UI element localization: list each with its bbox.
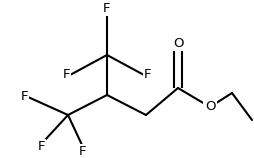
- Text: F: F: [38, 140, 45, 153]
- Text: F: F: [21, 91, 28, 103]
- Text: F: F: [144, 69, 151, 82]
- Text: F: F: [62, 69, 70, 82]
- Text: O: O: [205, 100, 215, 113]
- Text: F: F: [103, 2, 111, 15]
- Text: O: O: [173, 37, 183, 50]
- Text: F: F: [78, 145, 86, 158]
